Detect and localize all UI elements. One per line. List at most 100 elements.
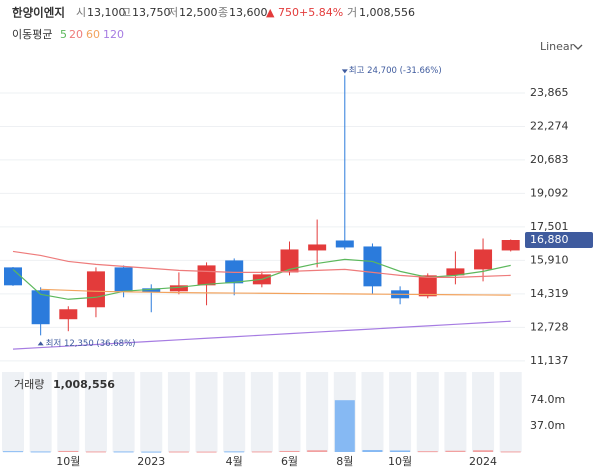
x-tick-label: 6월 <box>281 455 298 468</box>
volume-label: 거 <box>347 6 357 19</box>
volume-column <box>167 372 190 452</box>
low-annotation: 최저 12,350 (36.68%) <box>46 338 136 349</box>
y-tick-label: 19,092 <box>530 186 569 199</box>
volume-column <box>2 372 24 452</box>
y-tick-label: 12,728 <box>530 320 569 333</box>
y-tick-label: 15,910 <box>530 253 569 266</box>
low-label: 저 <box>168 6 178 19</box>
candle-body <box>446 268 465 276</box>
x-tick-label: 2024 <box>469 455 497 468</box>
volume-bar <box>113 451 134 453</box>
scale-toggle[interactable]: Linear <box>540 40 575 53</box>
volume-column <box>84 372 107 452</box>
volume-tick-label: 37.0m <box>530 419 565 432</box>
volume-bar <box>362 450 383 452</box>
volume-column <box>444 372 467 452</box>
legend-entry: 120 <box>103 28 124 41</box>
legend-entry: 20 <box>69 28 83 41</box>
x-tick-label: 4월 <box>226 455 243 468</box>
volume-bar <box>224 451 245 453</box>
change: ▲ 750 <box>266 6 299 19</box>
volume-column <box>306 372 329 452</box>
volume-bar <box>390 450 411 452</box>
stock-name: 한양이엔지 <box>12 6 65 20</box>
high-marker <box>341 69 348 74</box>
volume-bar <box>445 450 466 452</box>
volume-bar <box>251 451 272 453</box>
candle-body <box>474 249 493 270</box>
volume-column <box>29 372 52 452</box>
candle-body <box>31 290 50 325</box>
low-marker <box>37 341 44 346</box>
volume-bar <box>500 451 521 453</box>
moving-average <box>12 320 511 350</box>
volume-column <box>472 372 495 452</box>
y-tick-label: 17,501 <box>530 220 569 233</box>
volume-bar <box>473 450 494 452</box>
volume-bar <box>3 451 23 453</box>
x-tick-label: 8월 <box>336 455 353 468</box>
candle-body <box>280 249 299 273</box>
volume-column <box>250 372 273 452</box>
candle-body <box>59 309 78 320</box>
candle-body <box>335 240 354 248</box>
candle-body <box>308 244 327 251</box>
x-tick-label: 2023 <box>137 455 165 468</box>
candle-body <box>142 288 161 293</box>
volume-bar <box>30 451 51 453</box>
candle-body <box>363 246 382 287</box>
volume-bar <box>279 450 300 452</box>
volume-bar <box>334 400 355 452</box>
y-tick-label: 20,683 <box>530 153 569 166</box>
y-tick-label: 11,137 <box>530 354 569 367</box>
volume-tick-label: 74.0m <box>530 393 565 406</box>
moving-average <box>12 250 511 278</box>
close-label: 종 <box>218 6 228 19</box>
candle-body <box>501 240 520 251</box>
legend-entry: 5 <box>60 28 67 41</box>
volume-title-value: 1,008,556 <box>53 378 115 391</box>
volume-column <box>195 372 218 452</box>
volume-bar <box>168 451 189 453</box>
price-tag <box>525 232 593 248</box>
volume-column <box>389 372 412 452</box>
candle-body <box>86 271 105 308</box>
price-tag-label: 16,880 <box>530 233 569 246</box>
y-tick-label: 14,319 <box>530 287 569 300</box>
legend-title: 이동평균 <box>12 28 52 41</box>
volume-column <box>57 372 80 452</box>
volume-column <box>416 372 439 452</box>
legend-entry: 60 <box>86 28 100 41</box>
change-pct: +5.84% <box>299 6 343 19</box>
open-label: 시 <box>76 6 86 19</box>
volume-column <box>278 372 301 452</box>
volume-bar <box>196 451 217 453</box>
volume-column <box>223 372 246 452</box>
candle-body <box>169 285 188 292</box>
candle-body <box>4 267 22 286</box>
volume-column <box>112 372 135 452</box>
high-value: 13,750 <box>132 6 171 19</box>
volume-title: 거래량 <box>14 378 44 391</box>
volume-bar <box>141 451 162 453</box>
moving-average <box>40 288 511 296</box>
volume-value: 1,008,556 <box>359 6 415 19</box>
high-label: 고 <box>121 6 131 19</box>
volume-column <box>140 372 163 452</box>
high-annotation: 최고 24,700 (-31.66%) <box>349 65 442 76</box>
low-value: 12,500 <box>179 6 218 19</box>
volume-bar <box>58 450 79 452</box>
candle-body <box>197 265 216 286</box>
volume-column <box>499 372 522 452</box>
close-value: 13,600 <box>229 6 268 19</box>
open-value: 13,100 <box>87 6 126 19</box>
volume-bar <box>307 450 328 452</box>
y-tick-label: 22,274 <box>530 119 569 132</box>
chevron[interactable] <box>573 44 583 50</box>
y-tick-label: 23,865 <box>530 86 569 99</box>
x-tick-label: 10월 <box>388 455 412 468</box>
volume-column <box>361 372 384 452</box>
candle-body <box>114 267 133 292</box>
volume-bar <box>85 451 106 453</box>
